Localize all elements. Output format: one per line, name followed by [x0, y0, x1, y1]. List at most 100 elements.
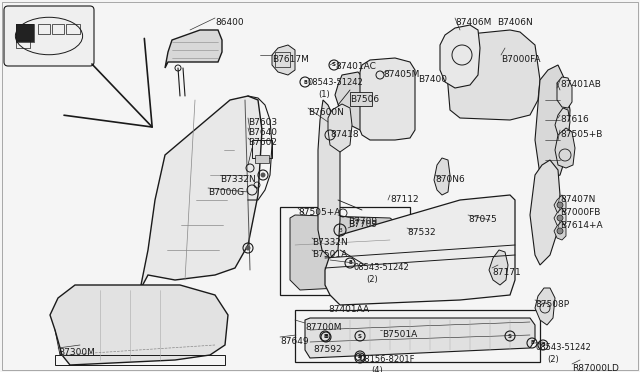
- Text: B7000FB: B7000FB: [560, 208, 600, 217]
- Text: 08543-51242: 08543-51242: [308, 78, 364, 87]
- Text: 87407N: 87407N: [560, 195, 595, 204]
- Text: B7400: B7400: [418, 75, 447, 84]
- Text: B7709: B7709: [348, 220, 377, 229]
- Bar: [255, 155, 269, 163]
- Text: B: B: [338, 228, 342, 232]
- Text: B7501A: B7501A: [382, 330, 417, 339]
- Text: S: S: [358, 334, 362, 339]
- Text: B: B: [541, 343, 545, 347]
- Text: 87401AA: 87401AA: [328, 305, 369, 314]
- Text: B7617M: B7617M: [272, 55, 309, 64]
- Text: B7332N: B7332N: [220, 175, 256, 184]
- Text: B7603: B7603: [248, 118, 277, 127]
- Polygon shape: [489, 250, 508, 285]
- Text: R87000LD: R87000LD: [572, 364, 619, 372]
- Text: 87700M: 87700M: [305, 323, 342, 332]
- Text: 87418: 87418: [330, 130, 358, 139]
- Text: 87508P: 87508P: [535, 300, 569, 309]
- Text: 87649: 87649: [280, 337, 308, 346]
- Text: 87075: 87075: [468, 215, 497, 224]
- Circle shape: [557, 228, 563, 234]
- Text: S: S: [332, 62, 336, 67]
- Circle shape: [246, 246, 250, 250]
- Polygon shape: [290, 215, 400, 290]
- Polygon shape: [434, 158, 450, 195]
- Text: B7709: B7709: [348, 218, 377, 227]
- Text: B: B: [323, 334, 327, 339]
- Bar: [252, 140, 272, 158]
- Text: (4): (4): [371, 366, 383, 372]
- Text: B7602: B7602: [248, 138, 277, 147]
- Text: B: B: [303, 80, 307, 84]
- Text: 08543-51242: 08543-51242: [535, 343, 591, 352]
- Polygon shape: [557, 77, 572, 108]
- Text: B7000FA: B7000FA: [501, 55, 541, 64]
- Text: 08543-51242: 08543-51242: [354, 263, 410, 272]
- Text: B7600N: B7600N: [308, 108, 344, 117]
- Text: 87406M: 87406M: [455, 18, 492, 27]
- Polygon shape: [360, 58, 415, 140]
- Polygon shape: [530, 160, 560, 265]
- Polygon shape: [140, 96, 262, 290]
- Polygon shape: [50, 285, 228, 365]
- Bar: [275, 52, 290, 67]
- Text: 87532: 87532: [407, 228, 436, 237]
- Text: 87505+B: 87505+B: [560, 130, 602, 139]
- Bar: [280, 207, 410, 295]
- Text: 870N6: 870N6: [435, 175, 465, 184]
- Polygon shape: [554, 208, 566, 227]
- Text: (2): (2): [366, 275, 378, 284]
- Text: 86400: 86400: [215, 18, 244, 27]
- Text: B7332N: B7332N: [312, 238, 348, 247]
- Circle shape: [557, 215, 563, 221]
- Bar: [16, 24, 34, 42]
- Circle shape: [557, 202, 563, 208]
- Text: B7506: B7506: [350, 95, 379, 104]
- Text: 87616: 87616: [560, 115, 589, 124]
- Text: B: B: [324, 334, 328, 340]
- Polygon shape: [535, 288, 555, 325]
- Bar: [350, 92, 372, 106]
- Text: 87505+A: 87505+A: [298, 208, 340, 217]
- Polygon shape: [440, 25, 480, 88]
- Polygon shape: [535, 65, 570, 180]
- Text: (1): (1): [318, 90, 330, 99]
- Text: B: B: [530, 340, 534, 346]
- Text: B: B: [348, 260, 352, 266]
- Text: 87592: 87592: [313, 345, 342, 354]
- Polygon shape: [555, 108, 570, 138]
- Text: S: S: [358, 356, 362, 360]
- Text: S: S: [508, 334, 512, 339]
- Text: B7406N: B7406N: [497, 18, 532, 27]
- Polygon shape: [554, 221, 566, 240]
- Bar: [16, 40, 30, 48]
- Polygon shape: [318, 100, 340, 258]
- Polygon shape: [335, 72, 370, 130]
- Polygon shape: [272, 45, 295, 75]
- Text: 87401AB: 87401AB: [560, 80, 601, 89]
- Text: 87401AC: 87401AC: [335, 62, 376, 71]
- Polygon shape: [165, 30, 222, 68]
- Bar: [38, 24, 50, 34]
- Polygon shape: [555, 128, 575, 168]
- Polygon shape: [554, 195, 566, 214]
- Text: S: S: [358, 353, 362, 359]
- Polygon shape: [445, 30, 540, 120]
- Bar: [66, 24, 80, 34]
- Bar: [295, 310, 540, 362]
- Text: B7000G: B7000G: [208, 188, 244, 197]
- Text: B7501A: B7501A: [312, 250, 348, 259]
- Text: B7300M: B7300M: [58, 348, 95, 357]
- Text: 08156-8201F: 08156-8201F: [359, 355, 415, 364]
- Text: (2): (2): [547, 355, 559, 364]
- Text: B7614+A: B7614+A: [560, 221, 603, 230]
- Bar: [52, 24, 64, 34]
- Text: 87405M: 87405M: [383, 70, 419, 79]
- Bar: [55, 355, 225, 365]
- Text: 87171: 87171: [492, 268, 521, 277]
- Polygon shape: [328, 104, 352, 152]
- Polygon shape: [305, 318, 535, 358]
- FancyBboxPatch shape: [4, 6, 94, 66]
- Bar: [16, 24, 34, 42]
- Circle shape: [260, 173, 266, 177]
